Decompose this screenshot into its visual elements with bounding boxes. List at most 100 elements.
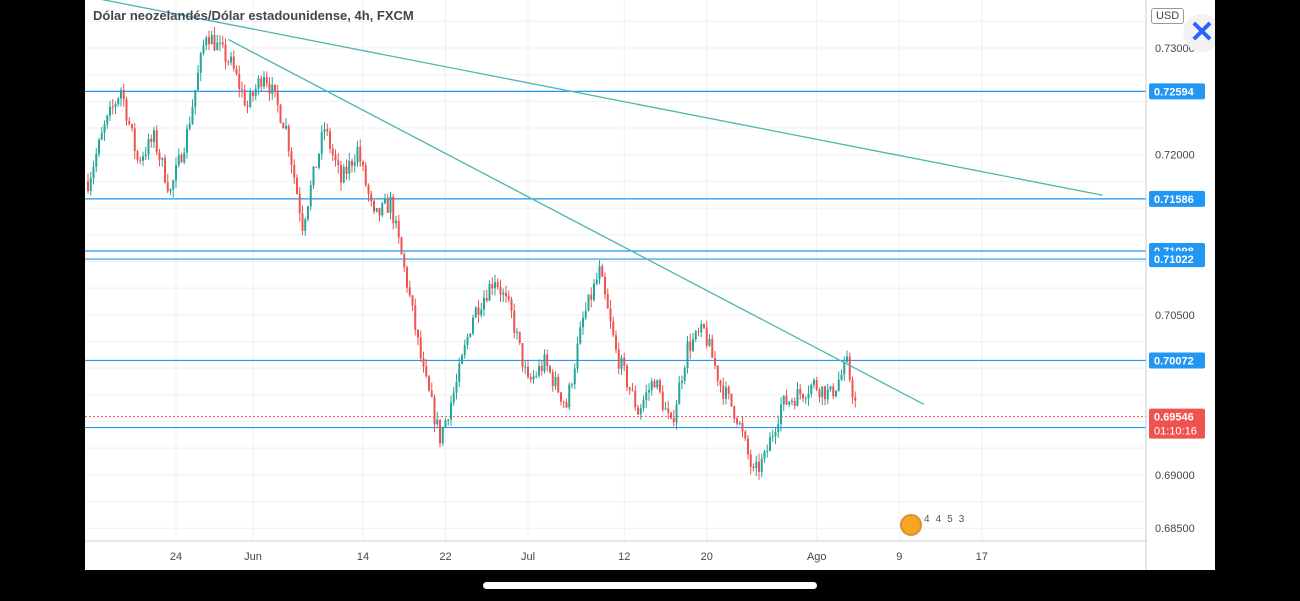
candle-body — [191, 106, 194, 124]
candle-body — [480, 309, 483, 316]
candle-body — [103, 124, 106, 133]
candle-body — [631, 390, 634, 392]
candle-body — [351, 160, 353, 166]
us-flag-event-icon[interactable] — [900, 514, 922, 536]
candle-body — [818, 389, 821, 398]
candle-body — [219, 42, 221, 44]
candle-body — [142, 156, 144, 161]
candle-body — [444, 420, 447, 428]
candle-body — [507, 296, 510, 300]
candle-body — [584, 310, 587, 318]
candle-body — [430, 390, 433, 397]
candle-body — [689, 341, 692, 351]
candle-body — [450, 402, 452, 420]
home-indicator[interactable] — [483, 582, 817, 589]
candle-body — [771, 436, 774, 438]
candle-body — [252, 92, 254, 96]
candle-body — [843, 361, 846, 375]
candle-body — [337, 160, 340, 166]
candle-body — [417, 329, 419, 338]
candle-body — [285, 126, 287, 129]
candle-body — [447, 419, 450, 421]
candle-body — [367, 185, 370, 194]
candle-body — [697, 331, 700, 333]
level-badge — [1149, 352, 1205, 369]
candle-body — [232, 56, 235, 69]
candle-body — [722, 385, 725, 399]
candle-body — [329, 131, 331, 149]
candle-body — [309, 185, 312, 207]
candle-body — [359, 146, 362, 163]
candle-body — [92, 166, 95, 179]
candle-body — [683, 368, 686, 381]
candle-body — [370, 193, 373, 202]
candle-body — [274, 84, 276, 91]
candle-body — [593, 283, 595, 300]
candle-body — [161, 158, 164, 160]
candle-body — [598, 266, 601, 280]
candle-body — [224, 44, 227, 62]
candle-body — [727, 387, 730, 394]
candle-body — [131, 124, 133, 129]
candle-body — [340, 165, 342, 183]
candle-body — [188, 123, 191, 129]
candle-body — [483, 297, 485, 310]
candle-body — [802, 394, 804, 399]
candle-body — [557, 376, 560, 393]
level-badge — [1149, 83, 1205, 100]
horizontal-levels — [85, 90, 1146, 429]
events-strip[interactable]: 4453 — [900, 514, 970, 536]
candle-body — [175, 165, 177, 181]
level-badge-label: 0.71022 — [1154, 254, 1194, 266]
candle-body — [813, 380, 815, 385]
candle-body — [562, 401, 565, 403]
candle-body — [304, 219, 307, 231]
candle-body — [494, 282, 496, 289]
candle-body — [573, 368, 576, 385]
candle-body — [532, 376, 535, 380]
candle-body — [758, 461, 760, 472]
candle-body — [648, 390, 650, 393]
candle-body — [384, 199, 386, 204]
candle-body — [719, 380, 722, 386]
candle-body — [766, 451, 769, 453]
candle-body — [375, 207, 378, 212]
candle-body — [164, 158, 166, 183]
axes — [85, 0, 1147, 570]
candle-body — [810, 384, 813, 394]
candle-body — [439, 419, 441, 444]
candle-body — [463, 345, 466, 356]
event-count: 5 — [947, 514, 959, 525]
candle-body — [166, 182, 169, 192]
x-tick-label: Jun — [244, 551, 262, 563]
candle-body — [496, 282, 499, 288]
candle-body — [111, 106, 114, 108]
close-x-icon[interactable]: ✕ — [1183, 14, 1215, 52]
candle-body — [180, 154, 183, 163]
level-badge — [1149, 190, 1205, 207]
candle-body — [535, 375, 538, 377]
candle-body — [205, 37, 208, 46]
chart-area[interactable]: 0.68500 0.69000 0.70500 0.72000 0.73000 24 Jun… — [85, 0, 1215, 570]
x-tick-label: 17 — [976, 551, 988, 563]
candle-body — [334, 154, 337, 161]
candle-body — [788, 401, 791, 405]
candle-body — [128, 120, 131, 125]
candle-body — [373, 201, 375, 212]
candle-body — [623, 357, 626, 366]
candle-body — [147, 138, 150, 155]
chart-svg[interactable]: 0.68500 0.69000 0.70500 0.72000 0.73000 24 Jun… — [85, 0, 1215, 570]
candle-body — [153, 130, 155, 142]
candle-body — [785, 395, 788, 405]
candle-body — [549, 366, 551, 373]
candle-body — [257, 78, 260, 89]
candle-body — [829, 386, 832, 390]
candle-body — [106, 115, 109, 125]
candle-body — [389, 196, 392, 213]
candle-body — [455, 381, 458, 393]
candle-body — [491, 284, 494, 289]
candle-body — [95, 153, 98, 167]
currency-badge[interactable]: USD — [1151, 8, 1185, 24]
candle-body — [527, 366, 529, 378]
candle-body — [408, 287, 411, 296]
